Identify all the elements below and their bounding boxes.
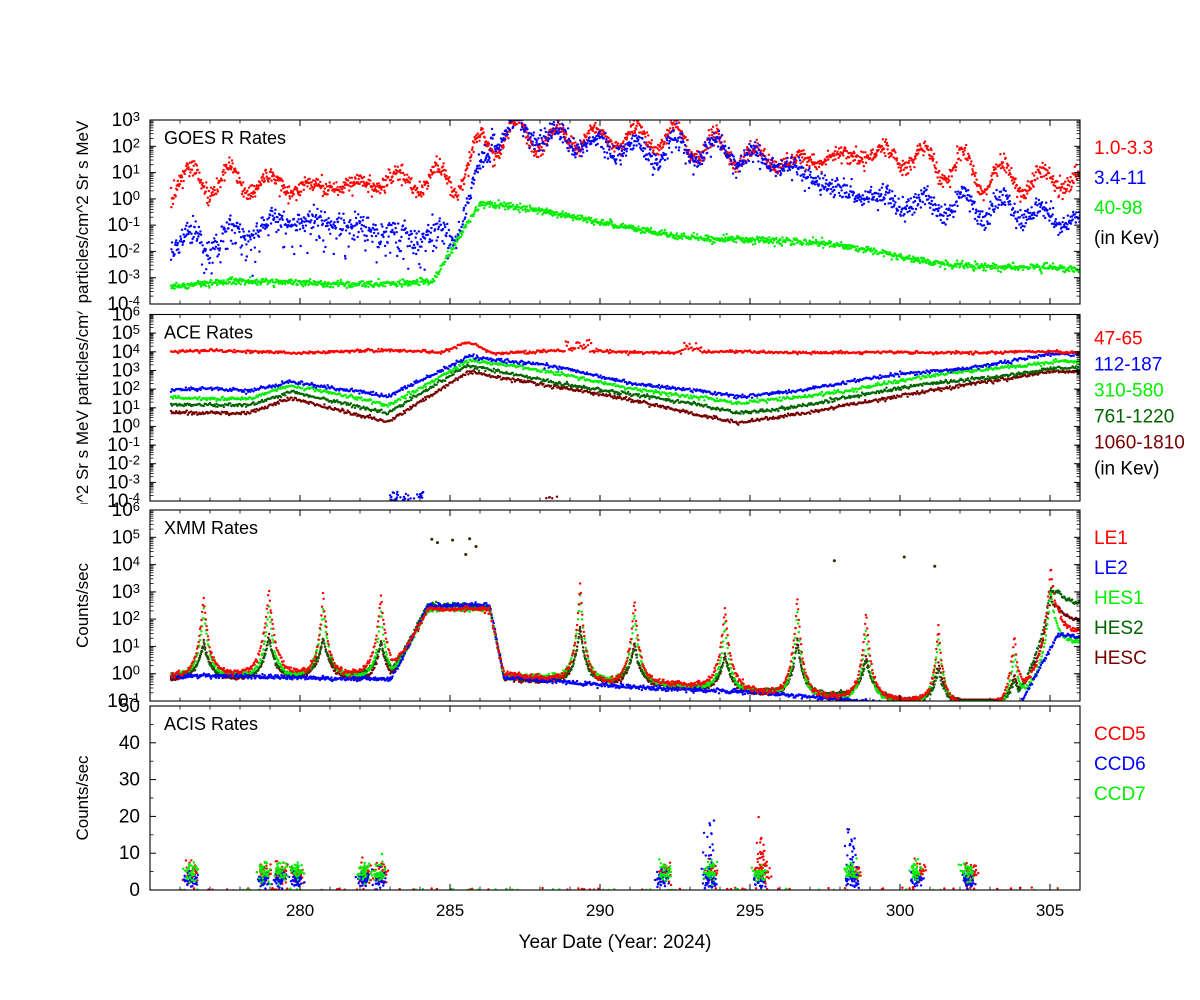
svg-text:305: 305 [1036,901,1064,920]
svg-text:LE2: LE2 [1094,558,1128,579]
svg-text:10: 10 [119,843,140,864]
svg-text:XMM Rates: XMM Rates [164,518,258,538]
svg-text:761-1220: 761-1220 [1094,407,1174,428]
svg-text:particles/cm^2 Sr s MeV: particles/cm^2 Sr s MeV [73,120,92,303]
svg-text:CCD5: CCD5 [1094,724,1146,745]
svg-text:50: 50 [119,696,140,717]
svg-text:1060-1810: 1060-1810 [1094,433,1185,454]
svg-text:HES2: HES2 [1094,618,1144,639]
svg-text:LE1: LE1 [1094,528,1128,549]
svg-text:CCD7: CCD7 [1094,784,1146,805]
svg-text:Year Date (Year: 2024): Year Date (Year: 2024) [519,932,712,953]
svg-text:300: 300 [886,901,914,920]
svg-text:40-98: 40-98 [1094,198,1143,219]
svg-text:Counts/sec: Counts/sec [73,562,92,648]
svg-text:310-580: 310-580 [1094,381,1164,402]
svg-text:(in Kev): (in Kev) [1094,459,1159,480]
svg-text:GOES R Rates: GOES R Rates [164,128,286,148]
svg-text:HES1: HES1 [1094,588,1144,609]
svg-text:CCD6: CCD6 [1094,754,1146,775]
svg-text:Counts/sec: Counts/sec [73,755,92,841]
svg-text:1.0-3.3: 1.0-3.3 [1094,138,1153,159]
svg-text:47-65: 47-65 [1094,329,1143,350]
svg-text:HESC: HESC [1094,648,1147,669]
svg-text:112-187: 112-187 [1094,355,1162,376]
svg-text:295: 295 [736,901,764,920]
svg-text:20: 20 [119,806,140,827]
svg-text:40: 40 [119,733,140,754]
svg-text:280: 280 [286,901,314,920]
svg-text:285: 285 [436,901,464,920]
svg-text:30: 30 [119,770,140,791]
svg-text:3.4-11: 3.4-11 [1094,168,1146,189]
svg-text:ACIS Rates: ACIS Rates [164,714,258,734]
svg-text:290: 290 [586,901,614,920]
svg-text:0: 0 [129,880,140,901]
svg-text:(in Kev): (in Kev) [1094,228,1159,249]
svg-text:ACE Rates: ACE Rates [164,323,253,343]
